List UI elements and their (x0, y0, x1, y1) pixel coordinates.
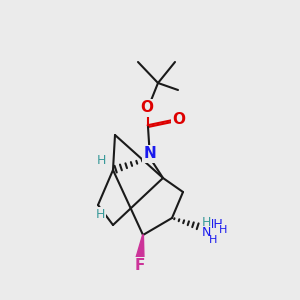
Polygon shape (136, 235, 144, 259)
Text: O: O (140, 100, 154, 116)
Text: O: O (172, 112, 185, 128)
Text: H: H (219, 225, 227, 235)
Text: H: H (96, 154, 106, 166)
Text: N: N (144, 146, 156, 161)
Text: N: N (202, 226, 211, 239)
Text: H: H (209, 235, 218, 245)
Text: NH: NH (205, 218, 224, 230)
Text: H: H (202, 215, 211, 229)
Text: H: H (95, 208, 105, 221)
Text: F: F (135, 259, 145, 274)
